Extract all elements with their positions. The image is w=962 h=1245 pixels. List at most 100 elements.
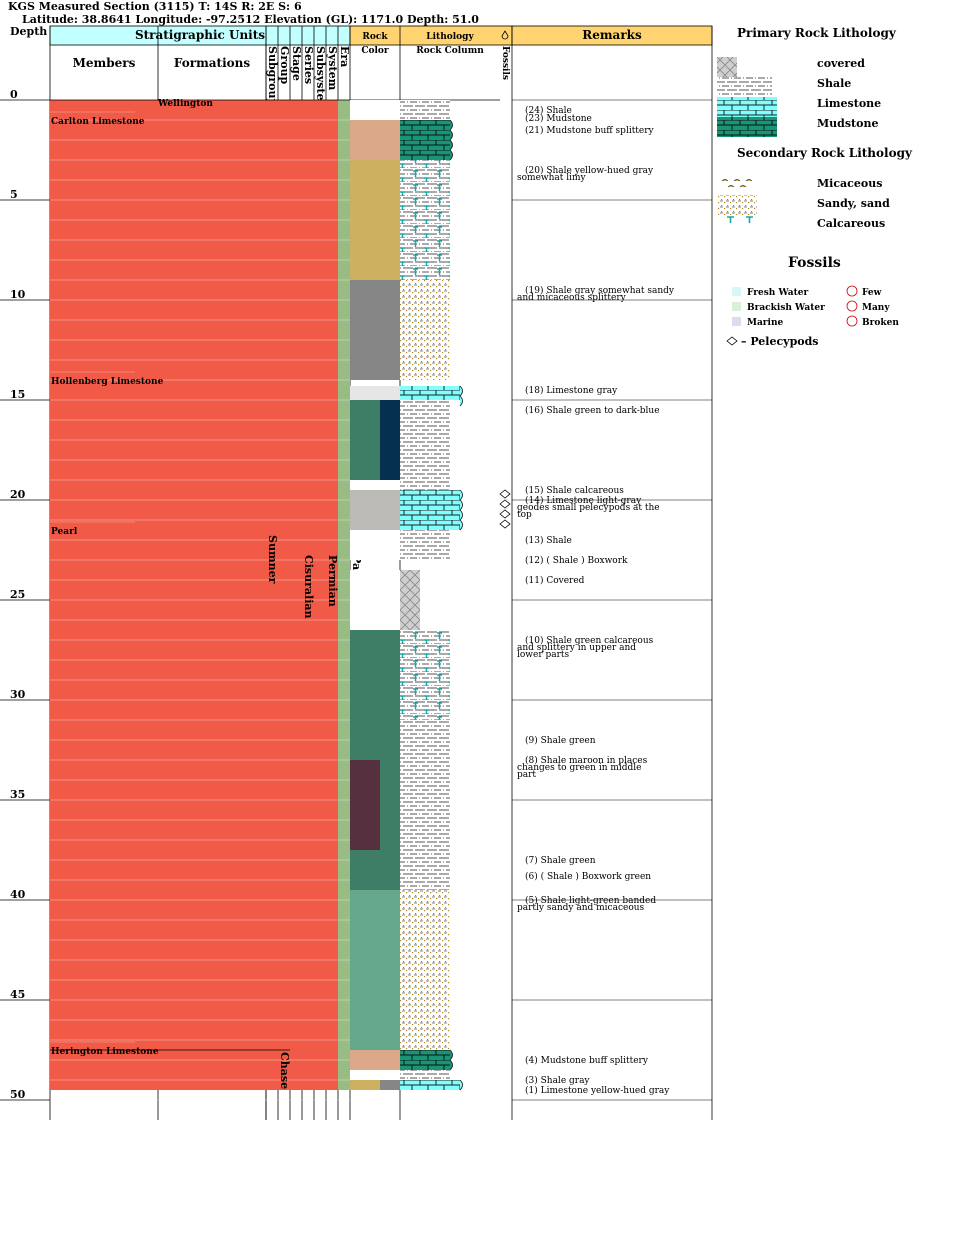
member-label: Carlton Limestone: [51, 117, 145, 127]
lithology-edge: [449, 1049, 453, 1061]
fossil-abund-many-icon: [846, 300, 858, 312]
rock-color-secondary: [380, 1080, 400, 1090]
remark-text: and micaceous splittery: [517, 293, 627, 303]
pelecypod-icon: [499, 499, 511, 509]
depth-label: 20: [10, 488, 26, 501]
lithology-edge: [459, 509, 463, 521]
rock-color-cell: [350, 850, 400, 870]
legend-secondary-title: Secondary Rock Lithology: [737, 146, 913, 160]
legend-label-limestone: Limestone: [817, 97, 881, 110]
lithology-edge: [459, 1079, 463, 1091]
depth-label: 40: [10, 888, 26, 901]
rock-color-cell: [350, 1080, 380, 1090]
lithology-edge: [449, 149, 453, 161]
members-header: Members: [73, 56, 136, 70]
depth-header: Depth: [10, 25, 47, 38]
lithology-edge: [459, 385, 463, 397]
remark-text: (12) ( Shale ) Boxwork: [525, 555, 628, 566]
mica-mark: [745, 179, 753, 182]
pelecypod-icon: [499, 509, 511, 519]
rock-column-calc_shale: [400, 630, 450, 720]
legend-label-mudstone: Mudstone: [817, 117, 878, 130]
legend-label-micaceous: Micaceous: [817, 177, 882, 190]
depth-label: 30: [10, 688, 26, 701]
depth-label: 10: [10, 288, 26, 301]
legend-fossils-title: Fossils: [788, 255, 841, 271]
lithology-edge: [449, 129, 453, 141]
remark-text: (21) Mudstone buff splittery: [525, 125, 655, 136]
rock-column-shale: [400, 480, 450, 490]
fossil-abund-label: Few: [862, 288, 882, 298]
section-location: Latitude: 38.8641 Longitude: -97.2512 El…: [22, 13, 479, 26]
depth-label: 25: [10, 588, 25, 601]
rock-column-mudstone: [400, 120, 450, 160]
member-label: Hollenberg Limestone: [51, 377, 164, 387]
legend-swatch-mudstone: [717, 117, 777, 137]
rock-color-cell: [350, 720, 400, 740]
rock-column-limestone: [400, 386, 460, 400]
depth-label: 50: [10, 1088, 26, 1101]
pelecypod-icon: [499, 489, 511, 499]
rock-column-header: Rock Column: [416, 46, 484, 56]
fossil-header-icon: [501, 30, 509, 40]
unit-label-cisuralian: Cisuralian: [302, 555, 315, 619]
rock-column-sandy_shale: [400, 890, 450, 1050]
rock-column-shale: [400, 100, 450, 120]
member-label: Pearl: [51, 527, 78, 537]
rock-color-cell: [350, 870, 400, 890]
fossil-abund-label: Broken: [862, 318, 899, 328]
lithology-edge: [459, 395, 463, 407]
pelecypod-legend-label: – Pelecypods: [741, 335, 818, 348]
lithology-edge: [449, 119, 453, 131]
remark-text: (18) Limestone gray: [525, 385, 618, 396]
legend-label-sandy: Sandy, sand: [817, 197, 890, 210]
remark-text: (8) Shale maroon in places: [525, 755, 648, 766]
fossils-header: Fossils: [500, 46, 510, 80]
remark-text: part: [517, 770, 536, 780]
mica-mark: [721, 179, 729, 182]
legend-swatch-calcareous: [727, 216, 753, 223]
rock-color-cell: [350, 480, 400, 490]
fossil-abund-broken-icon: [846, 315, 858, 327]
remark-text: (20) Shale yellow-hued gray: [525, 165, 654, 176]
depth-label: 5: [10, 188, 18, 201]
fossil-env-label: Marine: [747, 318, 783, 328]
remark-text: (7) Shale green: [525, 855, 596, 866]
rotated-header-stage: Stage: [290, 46, 303, 81]
lithology-edge: [459, 499, 463, 511]
depth-label: 15: [10, 388, 25, 401]
remark-text: partly sandy and micaceous: [517, 903, 645, 913]
rock-color-cell: [350, 890, 400, 1050]
remark-text: (24) Shale: [525, 105, 572, 116]
rock-column-shale: [400, 400, 450, 480]
rock-column-calc_shale: [400, 160, 450, 280]
fossil-env-label: Brackish Water: [747, 303, 825, 313]
legend-swatch-shale: [717, 77, 772, 97]
remarks-header: Remarks: [582, 28, 642, 42]
legend-label-covered: covered: [817, 57, 865, 70]
lithology-edge: [459, 519, 463, 531]
legend-primary-title: Primary Rock Lithology: [737, 26, 897, 40]
rock-column-sandy_shale: [400, 280, 450, 380]
remark-text: geodes small pelecypods at the: [517, 503, 660, 513]
remark-text: (10) Shale green calcareous: [525, 635, 654, 646]
legend-swatch-sandy: [717, 195, 757, 215]
remark-text: (23) Mudstone: [525, 113, 592, 124]
lithology-edge: [449, 1059, 453, 1071]
remark-text: lower parts: [517, 650, 570, 660]
fossil-abund-label: Many: [862, 303, 890, 313]
rock-column-shale: [400, 720, 450, 740]
pelecypod-icon: [499, 519, 511, 529]
remark-text: (6) ( Shale ) Boxwork green: [525, 871, 651, 882]
rock-color-cell: [350, 630, 400, 720]
rotated-header-group: Group: [278, 46, 291, 85]
remark-text: (14) Limestone light-gray: [525, 495, 642, 506]
remark-text: (16) Shale green to dark-blue: [525, 405, 660, 416]
member-label: Herington Limestone: [51, 1047, 159, 1057]
rock-column-shale: [400, 850, 450, 870]
rock-column-limestone: [400, 1080, 460, 1090]
rock-color-cell: [350, 490, 400, 530]
remark-text: (15) Shale calcareous: [525, 485, 624, 496]
remark-text: (19) Shale gray somewhat sandy: [525, 285, 675, 296]
